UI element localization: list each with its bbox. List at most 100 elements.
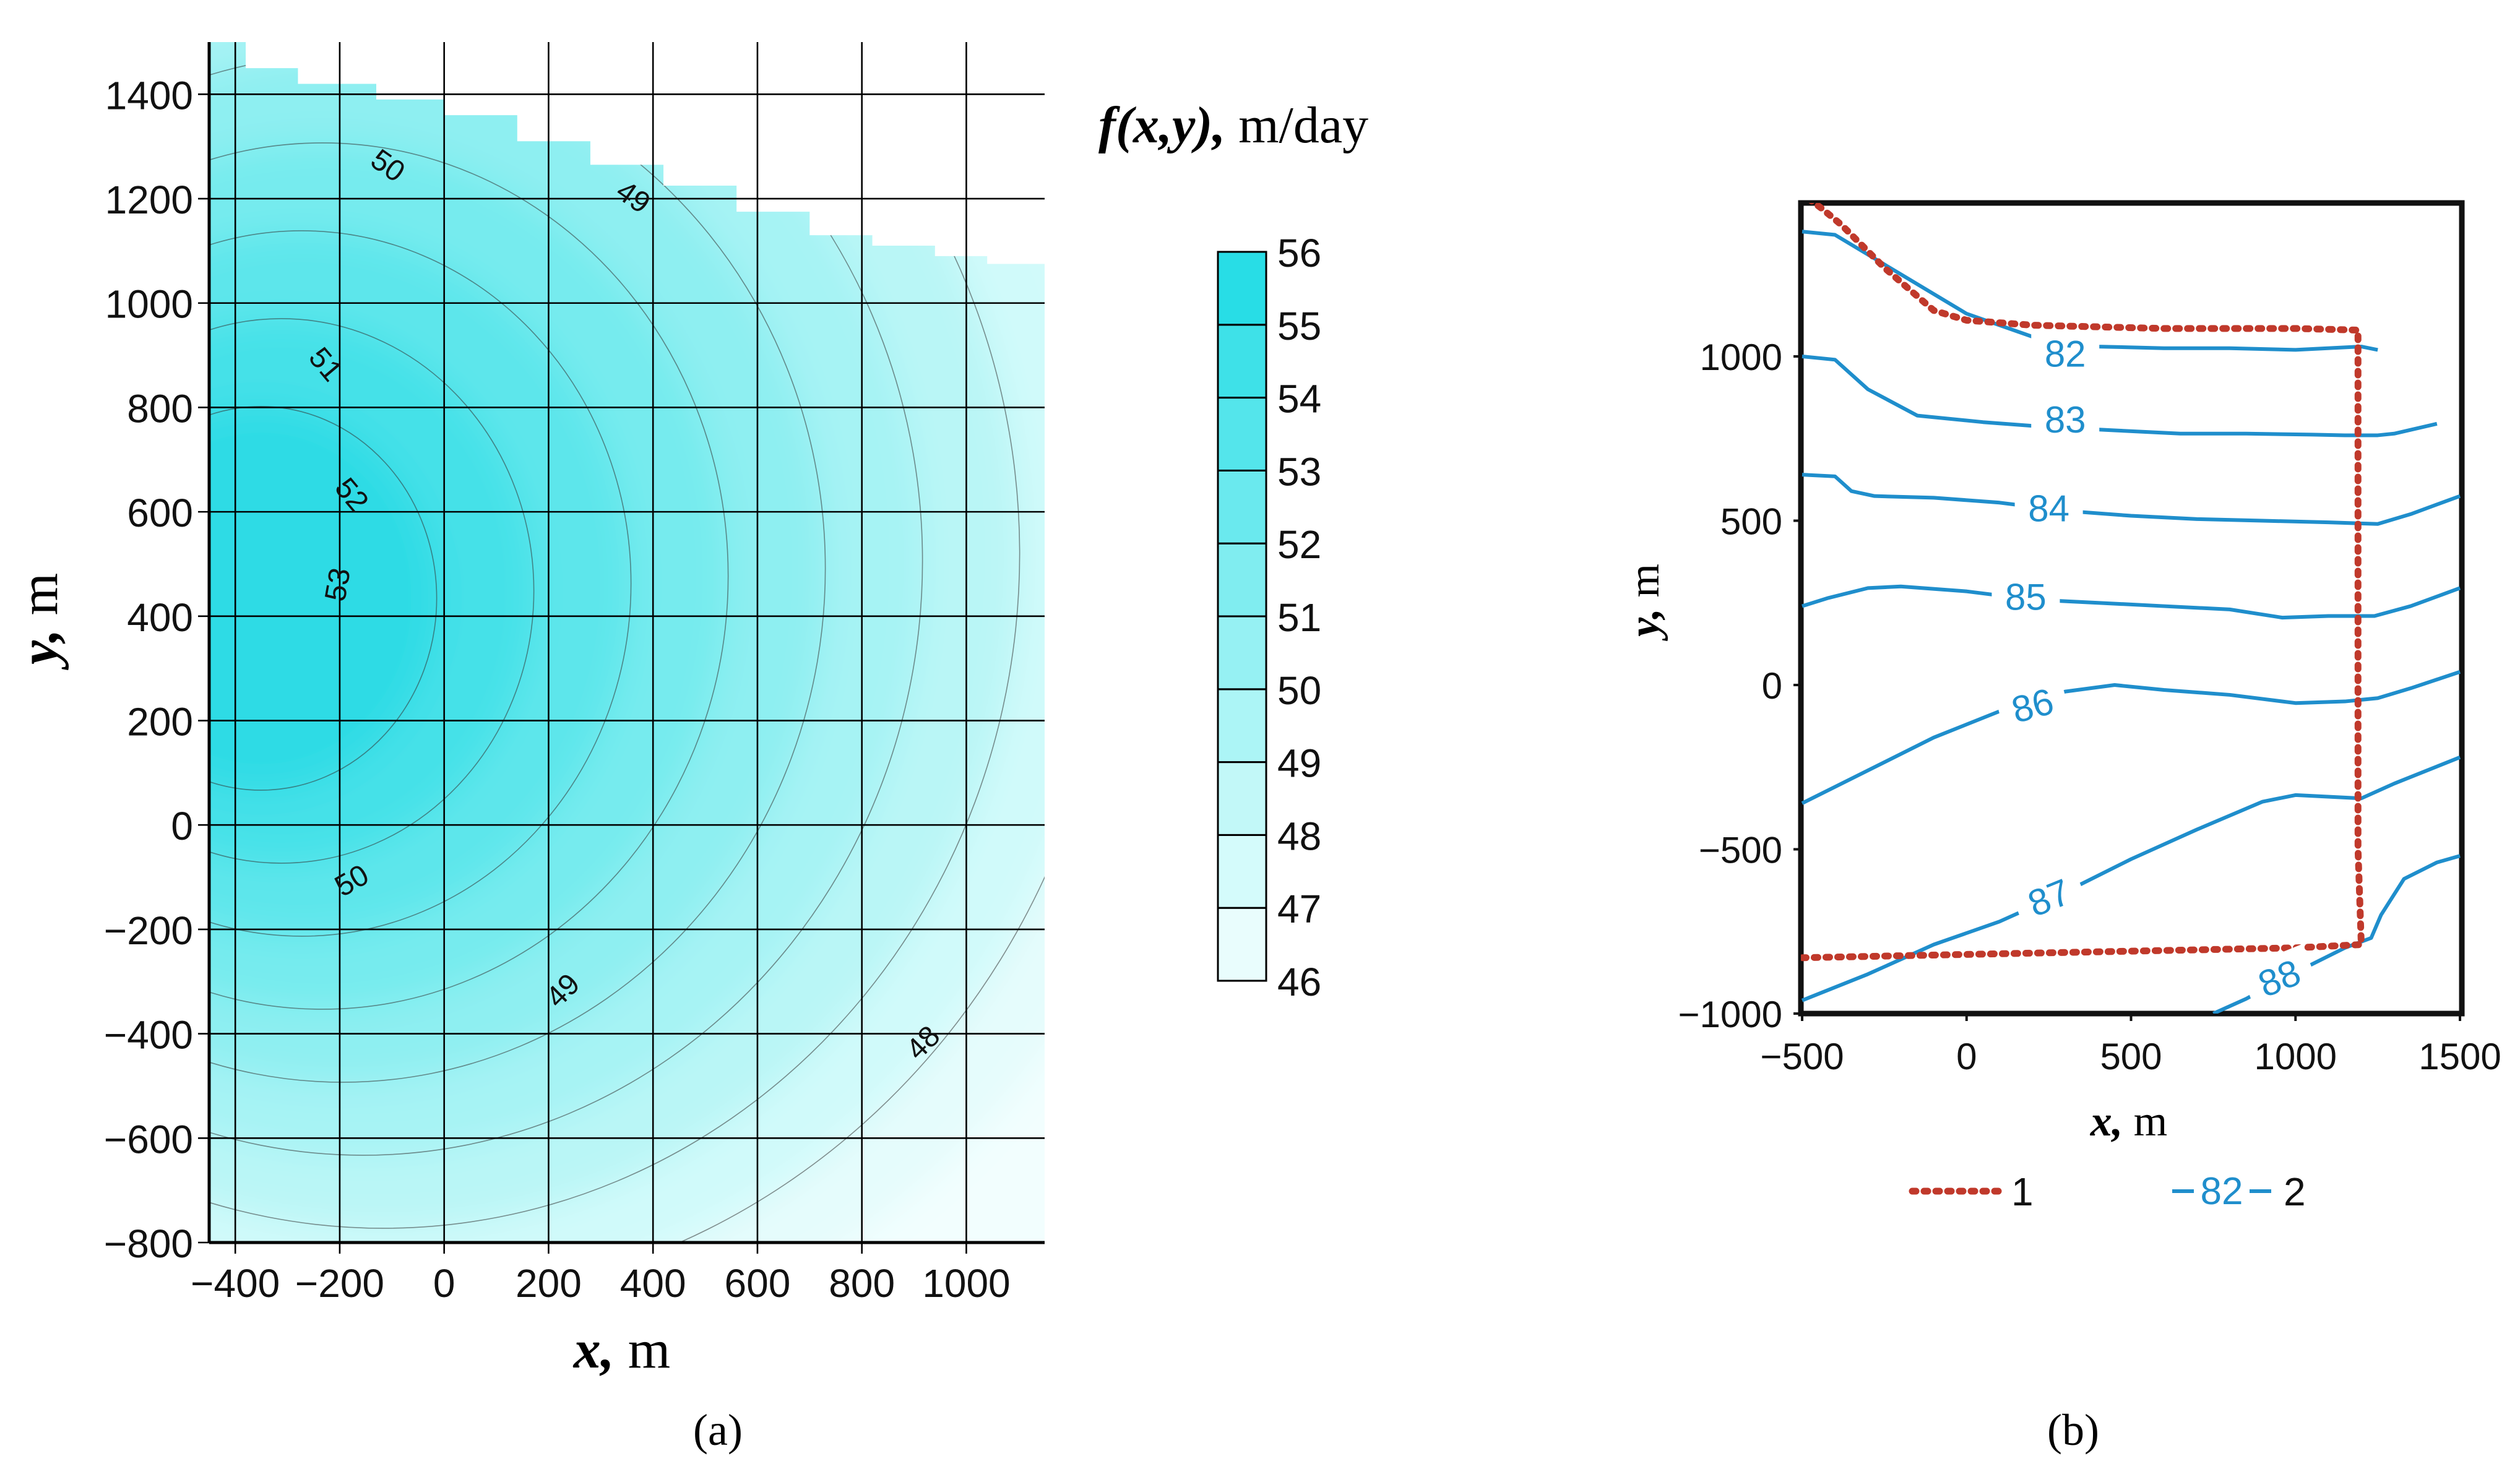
colorbar-tick-label: 48: [1277, 814, 1321, 858]
x-tick-label-b: 1000: [2255, 1036, 2337, 1077]
contour-series: [1801, 230, 2461, 1014]
colorbar-tick-label: 51: [1277, 595, 1321, 640]
colorbar-tick-label: 53: [1277, 449, 1321, 494]
x-tick-label: −400: [191, 1261, 280, 1306]
colorbar-segment: [1217, 615, 1267, 691]
contour-series-86: [1801, 670, 2461, 805]
x-tick-label: 400: [620, 1261, 686, 1306]
colorbar-segment: [1217, 324, 1267, 399]
colorbar-title: f(x,y), m/day: [1098, 97, 1368, 154]
x-tick-label: 1000: [922, 1261, 1010, 1306]
y-tick-label-b: −1000: [1678, 994, 1782, 1035]
heatmap-level-9: [209, 407, 437, 790]
colorbar-segment: [1217, 542, 1267, 618]
contour-label-84: 84: [2028, 488, 2069, 529]
axes-frame: [207, 42, 1045, 1244]
legend-contour-sample-text: 82: [2201, 1170, 2243, 1213]
colorbar-tick-label: 54: [1277, 377, 1321, 421]
contour-label-bg: [2014, 485, 2083, 530]
contour-series-85: [1802, 584, 2461, 620]
contour-label-bg: [2031, 396, 2100, 441]
contour-line-3: [209, 42, 1021, 1229]
x-tick-label: 0: [433, 1261, 455, 1306]
x-tick-label-b: 500: [2100, 1036, 2162, 1077]
boundary-line: [1801, 203, 2365, 962]
y-tick-label: 1400: [105, 73, 193, 118]
x-axis-unit-a: m: [615, 1320, 670, 1380]
x-tick-label-b: 1500: [2419, 1036, 2501, 1077]
y-tick-label: −200: [104, 908, 193, 953]
colorbar-tick-label: 49: [1277, 741, 1321, 786]
colorbar-tick-label: 55: [1277, 304, 1321, 348]
y-tick-label: 1200: [105, 178, 193, 222]
y-axis-unit-a: m: [9, 573, 69, 629]
contour-label: 53: [319, 566, 356, 604]
colorbar-segment: [1217, 907, 1267, 982]
y-axis-var-a: y,: [9, 629, 69, 670]
frame-b: [1798, 200, 2465, 1017]
legend-label-1: 1: [2011, 1170, 2034, 1214]
colorbar-segment: [1217, 834, 1267, 909]
outside-domain: [209, 42, 1045, 264]
y-tick-labels: −800 −600 −400 −200 0 200 400 600 800 1000 1200 140…: [104, 73, 193, 1266]
contour-line-9: [209, 406, 438, 791]
panel-a-heatmap: −800 −600 −400 −200 0 200 400 600 800 1000 1200 140…: [9, 42, 1368, 1455]
x-tick-label-b: −500: [1760, 1036, 1844, 1077]
legend-b: 1 82 2: [1909, 1170, 2306, 1214]
contour-series-83: [1802, 355, 2438, 437]
colorbar-title-unit: m/day: [1225, 97, 1368, 154]
colorbar-tick-label: 47: [1277, 887, 1321, 931]
x-axis-label-a: x, m: [572, 1320, 670, 1380]
y-tick-label: 0: [171, 804, 193, 848]
x-tick-labels: −400 −200 0 200 400 600 800 1000: [191, 1261, 1011, 1306]
y-tick-label: 200: [127, 700, 193, 744]
contour-line-4: [209, 42, 923, 1156]
plot-area-b: [1801, 203, 2461, 1014]
contour-line-6: [209, 142, 729, 1010]
contour-label-bg: [2031, 330, 2100, 376]
colorbar-tick-label: 56: [1277, 231, 1321, 275]
contour-line-7: [209, 230, 632, 937]
colorbar-segment: [1217, 251, 1267, 326]
x-tick-labels-b: −500 0 500 1000 1500: [1760, 1036, 2501, 1077]
panel-label-a: (a): [693, 1405, 743, 1455]
colorbar-segment: [1217, 469, 1267, 545]
y-tick-label-b: −500: [1699, 830, 1782, 871]
x-axis-var-b: x,: [2090, 1098, 2123, 1145]
y-tick-label: −400: [104, 1013, 193, 1058]
contour-series-87: [1801, 756, 2461, 1002]
grid-lines: [198, 42, 1045, 1254]
y-tick-label: −600: [104, 1117, 193, 1161]
panel-label-b: (b): [2047, 1405, 2099, 1455]
y-tick-label-b: 0: [1762, 665, 1782, 707]
contour-lines: [209, 42, 1045, 1243]
colorbar-title-var: f(x,y),: [1098, 97, 1225, 154]
colorbar: 46 47 48 49 50 51 52 53 54 55 56: [1217, 231, 1321, 1004]
y-tick-labels-b: −1000 −500 0 500 1000: [1678, 337, 1782, 1035]
colorbar-tick-label: 50: [1277, 668, 1321, 713]
contour-series-84: [1802, 473, 2461, 526]
y-axis-label-b: y, m: [1621, 564, 1668, 641]
legend-label-2: 2: [2284, 1170, 2306, 1214]
y-tick-label: 400: [127, 595, 193, 640]
colorbar-tick-label: 52: [1277, 522, 1321, 567]
x-axis-label-b: x, m: [2090, 1098, 2167, 1145]
y-axis-label-a: y, m: [9, 573, 69, 670]
colorbar-segment: [1217, 397, 1267, 472]
colorbar-tick-label: 46: [1277, 960, 1321, 1004]
domain-mask: [209, 42, 1045, 264]
contour-label-bg: [1993, 674, 2071, 735]
x-tick-label-b: 0: [1956, 1036, 1977, 1077]
contour-label-bg: [2009, 863, 2089, 931]
y-axis-var-b: y,: [1621, 608, 1668, 641]
x-tick-label: 800: [829, 1261, 895, 1306]
y-tick-label-b: 1000: [1700, 337, 1782, 378]
y-tick-label: 800: [127, 386, 193, 431]
plot-frame-b: [1798, 200, 2465, 1017]
y-tick-label-b: 500: [1720, 501, 1782, 543]
contour-label-bg: [2239, 944, 2319, 1011]
x-axis-var-a: x,: [572, 1320, 615, 1380]
